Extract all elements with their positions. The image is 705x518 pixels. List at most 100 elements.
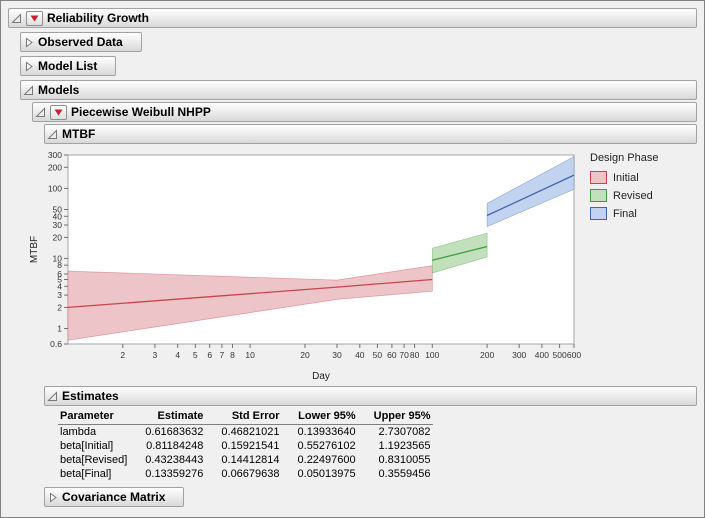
table-row: lambda 0.61683632 0.46821021 0.13933640 2.73… (58, 425, 433, 440)
svg-text:300: 300 (48, 150, 62, 160)
svg-text:100: 100 (48, 183, 62, 193)
svg-text:10: 10 (245, 350, 255, 360)
svg-text:4: 4 (57, 281, 62, 291)
outline-header-covariance-matrix[interactable]: Covariance Matrix (44, 487, 185, 507)
outline-title: Observed Data (38, 35, 123, 49)
legend-label: Final (613, 207, 637, 220)
table-cell: 0.13359276 (145, 468, 204, 480)
disclosure-open-icon[interactable] (11, 12, 22, 24)
svg-text:8: 8 (230, 350, 235, 360)
table-cell: lambda (60, 426, 97, 438)
legend-item-initial[interactable]: Initial (590, 171, 659, 184)
svg-text:0.6: 0.6 (50, 339, 62, 349)
svg-text:200: 200 (48, 162, 62, 172)
outline-header-observed-data[interactable]: Observed Data (20, 32, 142, 52)
table-cell: 2.7307082 (378, 426, 431, 438)
svg-text:6: 6 (207, 350, 212, 360)
piecewise-body: MTBF 2 3 4 5 6 7 8 10 20 30 40 50 60 70 80 100 200 300 400… (29, 124, 697, 509)
table-cell: 0.06679638 (221, 468, 280, 480)
svg-text:10: 10 (53, 253, 63, 263)
table-cell: 0.61683632 (145, 426, 204, 438)
svg-text:600: 600 (567, 350, 581, 360)
table-cell: 0.43238443 (145, 454, 204, 466)
svg-text:5: 5 (57, 275, 62, 285)
svg-text:80: 80 (410, 350, 420, 360)
svg-text:30: 30 (332, 350, 342, 360)
outline-title: Models (38, 83, 80, 97)
svg-text:50: 50 (53, 205, 63, 215)
table-cell: 0.05013975 (297, 468, 356, 480)
svg-text:40: 40 (53, 211, 63, 221)
outline-title: Reliability Growth (47, 11, 150, 25)
table-cell: 0.15921541 (221, 440, 280, 452)
table-cell: beta[Revised] (60, 454, 128, 466)
outline-header-piecewise-weibull-nhpp[interactable]: Piecewise Weibull NHPP (32, 102, 697, 122)
column-header: Std Error (205, 409, 282, 425)
svg-text:2: 2 (120, 350, 125, 360)
table-cell: beta[Final] (60, 468, 112, 480)
outline-title: MTBF (62, 127, 96, 141)
outline-header-estimates[interactable]: Estimates (44, 386, 697, 406)
outline-header-models[interactable]: Models (20, 80, 697, 100)
table-cell: 0.8310055 (378, 454, 431, 466)
red-triangle-menu-icon[interactable] (26, 10, 43, 26)
disclosure-closed-icon[interactable] (47, 492, 58, 503)
red-triangle-menu-icon[interactable] (50, 104, 67, 120)
svg-text:200: 200 (480, 350, 494, 360)
disclosure-closed-icon[interactable] (23, 37, 34, 48)
column-header: Lower 95% (281, 409, 358, 425)
svg-text:6: 6 (57, 269, 62, 279)
svg-text:2: 2 (57, 302, 62, 312)
mtbf-body: 2 3 4 5 6 7 8 10 20 30 40 50 60 70 80 100 200 300 400 500 60… (29, 148, 697, 384)
estimates-table: Parameter Estimate Std Error Lower 95% Upper… (58, 409, 433, 481)
svg-text:50: 50 (373, 350, 383, 360)
svg-text:40: 40 (355, 350, 365, 360)
svg-text:MTBF: MTBF (29, 236, 40, 263)
outline-title: Estimates (62, 389, 119, 403)
outline-header-model-list[interactable]: Model List (20, 56, 117, 76)
column-header: Estimate (129, 409, 206, 425)
outline-title: Piecewise Weibull NHPP (71, 105, 211, 119)
legend-item-revised[interactable]: Revised (590, 189, 659, 202)
svg-text:500: 500 (553, 350, 567, 360)
disclosure-open-icon[interactable] (35, 106, 46, 118)
svg-text:7: 7 (220, 350, 225, 360)
table-cell: 0.3559456 (378, 468, 431, 480)
table-cell: 0.55276102 (297, 440, 356, 452)
column-header: Upper 95% (357, 409, 433, 425)
design-phase-legend: Design Phase Initial Revised Final (590, 148, 659, 225)
reliability-growth-body: Observed Data Model List Models Piecewis… (20, 30, 697, 509)
column-header: Parameter (58, 409, 130, 425)
svg-text:300: 300 (512, 350, 526, 360)
outline-header-mtbf[interactable]: MTBF (44, 124, 697, 144)
legend-swatch-revised[interactable] (590, 189, 607, 202)
legend-label: Revised (613, 189, 653, 202)
disclosure-open-icon[interactable] (47, 390, 58, 402)
legend-swatch-final[interactable] (590, 207, 607, 220)
svg-text:1: 1 (57, 324, 62, 334)
table-row: beta[Final] 0.13359276 0.06679638 0.0501397… (58, 467, 433, 481)
table-cell: 0.13933640 (297, 426, 356, 438)
disclosure-open-icon[interactable] (23, 84, 34, 96)
legend-label: Initial (613, 171, 639, 184)
svg-text:8: 8 (57, 260, 62, 270)
estimates-body: Parameter Estimate Std Error Lower 95% Upper… (56, 409, 697, 481)
svg-text:5: 5 (193, 350, 198, 360)
table-cell: 0.14412814 (221, 454, 280, 466)
table-row: beta[Revised] 0.43238443 0.14412814 0.22497… (58, 453, 433, 467)
models-body: Piecewise Weibull NHPP MTBF 2 3 4 5 6 7 8 10 20 3… (29, 102, 697, 509)
mtbf-plot[interactable]: 2 3 4 5 6 7 8 10 20 30 40 50 60 70 80 100 200 300 400 500 60… (26, 148, 586, 384)
legend-title: Design Phase (590, 152, 659, 164)
legend-item-final[interactable]: Final (590, 207, 659, 220)
table-cell: beta[Initial] (60, 440, 114, 452)
legend-items: Initial Revised Final (590, 171, 659, 220)
svg-text:Day: Day (312, 371, 330, 382)
svg-text:60: 60 (387, 350, 397, 360)
outline-header-reliability-growth[interactable]: Reliability Growth (8, 8, 697, 28)
legend-swatch-initial[interactable] (590, 171, 607, 184)
disclosure-closed-icon[interactable] (23, 61, 34, 72)
disclosure-open-icon[interactable] (47, 128, 58, 140)
svg-text:30: 30 (53, 220, 63, 230)
table-cell: 1.1923565 (378, 440, 431, 452)
svg-text:4: 4 (175, 350, 180, 360)
